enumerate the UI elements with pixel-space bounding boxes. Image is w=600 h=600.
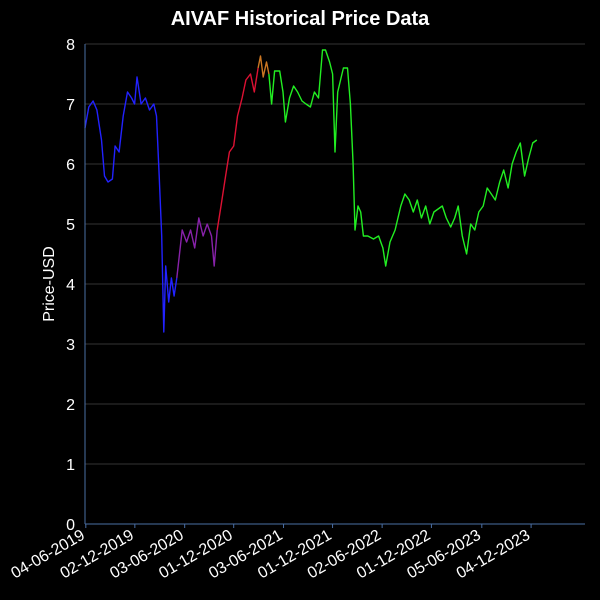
y-tick-label: 3 — [66, 337, 75, 354]
axes — [84, 44, 585, 525]
y-tick-label: 8 — [66, 37, 75, 54]
y-tick-label: 5 — [66, 217, 75, 234]
price-series-line-2 — [176, 217, 218, 279]
y-tick-label: 0 — [66, 517, 75, 534]
y-tick-label: 1 — [66, 457, 75, 474]
x-tick-labels: 04-06-201902-12-201903-06-202001-12-2020… — [8, 524, 533, 582]
price-series-line-3 — [216, 67, 259, 231]
y-axis-label: Price-USD — [41, 246, 58, 322]
y-tick-label: 7 — [66, 97, 75, 114]
price-series-line-1 — [84, 76, 178, 333]
y-tick-labels: 0 1 2 3 4 5 6 7 8 — [66, 37, 75, 534]
price-series-line-5 — [268, 49, 538, 267]
y-tick-label: 6 — [66, 157, 75, 174]
series-lines — [84, 49, 538, 333]
y-tick-label: 4 — [66, 277, 75, 294]
grid-lines — [85, 43, 585, 465]
price-series-line-4 — [257, 55, 270, 78]
chart-title: AIVAF Historical Price Data — [170, 8, 430, 30]
y-tick-label: 2 — [66, 397, 75, 414]
